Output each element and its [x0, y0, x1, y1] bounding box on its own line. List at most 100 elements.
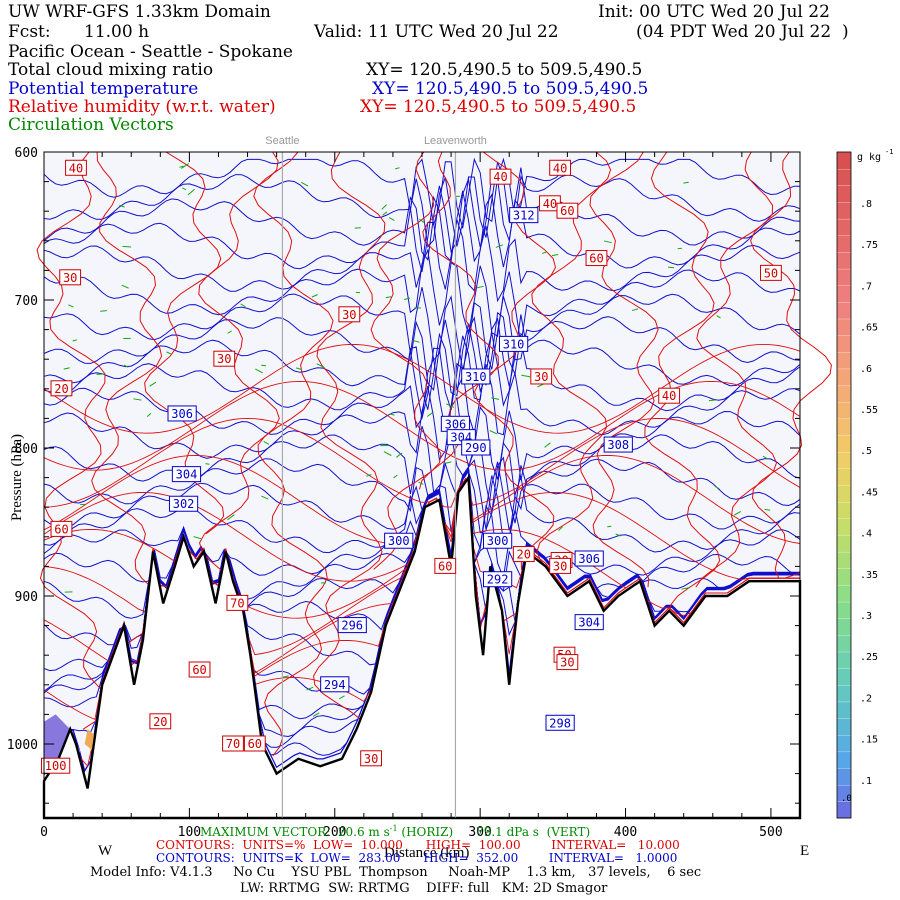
- vector-arrow: [296, 367, 303, 371]
- vector-arrow: [311, 294, 318, 298]
- theta-contour-label-box: [320, 676, 350, 693]
- place-marker-label: Seattle: [265, 135, 299, 147]
- colorbar-tick-label: .8: [860, 199, 872, 210]
- colorbar-swatch: [836, 334, 852, 353]
- rh-contour-label: 20: [517, 548, 531, 562]
- theta-contours: [43, 157, 801, 776]
- rh-contour-label: 30: [553, 559, 567, 573]
- rh-contour-label: 70: [226, 737, 240, 751]
- rh-contour-label: 20: [153, 715, 167, 729]
- fcst-label: Fcst:: [8, 22, 51, 42]
- rh-contour-label-box: [585, 250, 608, 267]
- theta-contour-label: 304: [578, 616, 600, 630]
- vector-arrow: [180, 163, 190, 169]
- place-markers: Seattle Leavenworth: [265, 135, 487, 818]
- colorbar-unit-exp: -1: [885, 148, 893, 156]
- vector-arrow: [681, 587, 690, 590]
- rh-contour-label: 40: [553, 161, 567, 175]
- field-rh-label: Relative humidity (w.r.t. water): [8, 97, 276, 117]
- colorbar-swatch: [836, 301, 852, 320]
- colorbar-swatch: [836, 201, 852, 220]
- rh-contour-label-box: [149, 713, 172, 730]
- y-tick-label: 800: [15, 442, 38, 457]
- vector-arrow: [133, 398, 142, 401]
- vector-arrow: [63, 367, 70, 370]
- vector-arrow: [426, 411, 434, 417]
- vector-arrow: [306, 686, 314, 691]
- vector-arrow: [122, 245, 132, 248]
- vector-arrow: [381, 204, 388, 210]
- vector-arrow: [119, 204, 125, 208]
- theta-contour-label-box: [483, 532, 513, 549]
- vector-arrow: [603, 240, 612, 244]
- rh-contour-line: [589, 151, 659, 588]
- vector-arrow: [166, 351, 172, 355]
- rh-contour-label-box: [556, 654, 579, 671]
- theta-contour-label-box: [574, 614, 604, 631]
- rh-contour-label: 40: [662, 389, 676, 403]
- rh-contour-line: [36, 151, 110, 730]
- init-time: Init: 00 UTC Wed 20 Jul 22: [598, 2, 830, 22]
- x-tick-label: 0: [40, 825, 48, 840]
- x-tick-label: 200: [323, 825, 346, 840]
- theta-contour-label: 310: [503, 337, 525, 351]
- circulation-vectors: [63, 163, 771, 717]
- rh-contour-label-box: [226, 594, 249, 611]
- colorbar-tick-label: .5: [860, 446, 872, 457]
- colorbar-tick-label: .1: [860, 776, 872, 787]
- rh-contour-label: 30: [63, 271, 77, 285]
- field-theta-label: Potential temperature: [8, 79, 199, 99]
- vector-arrow: [716, 315, 721, 319]
- theta-contour-label: 298: [549, 716, 571, 730]
- vector-arrow: [338, 695, 345, 700]
- field-cloud-xy: XY= 120.5,490.5 to 509.5,490.5: [366, 60, 643, 80]
- rh-contour-line: [644, 151, 721, 623]
- vector-arrow: [312, 712, 320, 717]
- colorbar-swatch: [836, 668, 852, 686]
- theta-contour-label-box: [384, 532, 414, 549]
- x-tick-label: 100: [178, 825, 201, 840]
- rh-contour-label: 20: [54, 382, 68, 396]
- colorbar-swatch: [836, 218, 852, 236]
- rh-contour-line: [91, 151, 168, 650]
- rh-contour-line: [43, 343, 801, 434]
- colorbar-swatch: [836, 601, 852, 619]
- vector-arrow: [395, 167, 400, 170]
- theta-contour-label-box: [483, 571, 513, 588]
- vector-arrow: [764, 508, 771, 511]
- physics-info: LW: RRTMG SW: RRTMG DIFF: full KM: 2D Sm…: [240, 881, 608, 896]
- model-info: Model Info: V4.1.3 No Cu YSU PBL Thompso…: [90, 865, 702, 880]
- rh-contour-label: 60: [589, 252, 603, 266]
- rh-contour-label: 100: [45, 759, 67, 773]
- colorbar-frame: [836, 151, 852, 819]
- theta-contour-label: 300: [388, 534, 410, 548]
- theta-contour-label-box: [171, 466, 202, 483]
- rh-contour-label: 50: [764, 266, 778, 280]
- x-tick-label: 400: [614, 825, 637, 840]
- rh-contour-line: [474, 151, 557, 624]
- rh-contour-label-box: [489, 168, 512, 185]
- colorbar-swatch: [836, 767, 852, 786]
- rh-contour-label: 60: [248, 737, 262, 751]
- max-vector: MAXIMUM VECTOR: 20.6 m s-1 (HORIZ) 79.1 …: [200, 824, 591, 839]
- colorbar-swatch: [836, 384, 852, 403]
- rh-contour-label: 30: [217, 352, 231, 366]
- rh-contour-label: 30: [560, 656, 574, 670]
- vector-arrow: [72, 339, 77, 342]
- vector-arrow: [385, 296, 392, 299]
- theta-contour-label: 308: [607, 438, 629, 452]
- vector-arrow: [182, 187, 187, 191]
- vector-arrow: [261, 495, 269, 500]
- colorbar-unit: g kg: [857, 152, 881, 163]
- vector-arrow: [68, 304, 74, 308]
- rh-contour-label-box: [188, 661, 211, 678]
- place-marker-label: Leavenworth: [424, 135, 487, 147]
- theta-contour-line: [43, 190, 801, 273]
- rh-contour-line: [370, 151, 442, 570]
- theta-contour-line: [43, 425, 801, 514]
- vector-arrow: [123, 364, 129, 368]
- colorbar-swatch: [836, 568, 852, 586]
- colorbar-swatch: [836, 368, 852, 386]
- field-rh-xy: XY= 120.5,490.5 to 509.5,490.5: [360, 97, 637, 117]
- colorbar-swatch: [836, 634, 852, 653]
